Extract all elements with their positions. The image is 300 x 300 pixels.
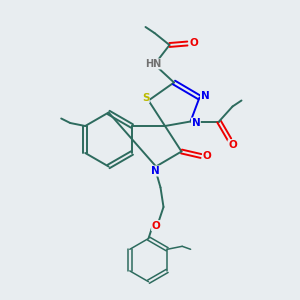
Text: O: O (189, 38, 198, 49)
Text: O: O (152, 220, 160, 231)
Text: S: S (142, 92, 149, 103)
Text: N: N (191, 118, 200, 128)
Text: N: N (200, 91, 209, 101)
Text: HN: HN (145, 59, 161, 69)
Text: N: N (151, 166, 160, 176)
Text: O: O (228, 140, 237, 150)
Text: O: O (202, 151, 211, 161)
